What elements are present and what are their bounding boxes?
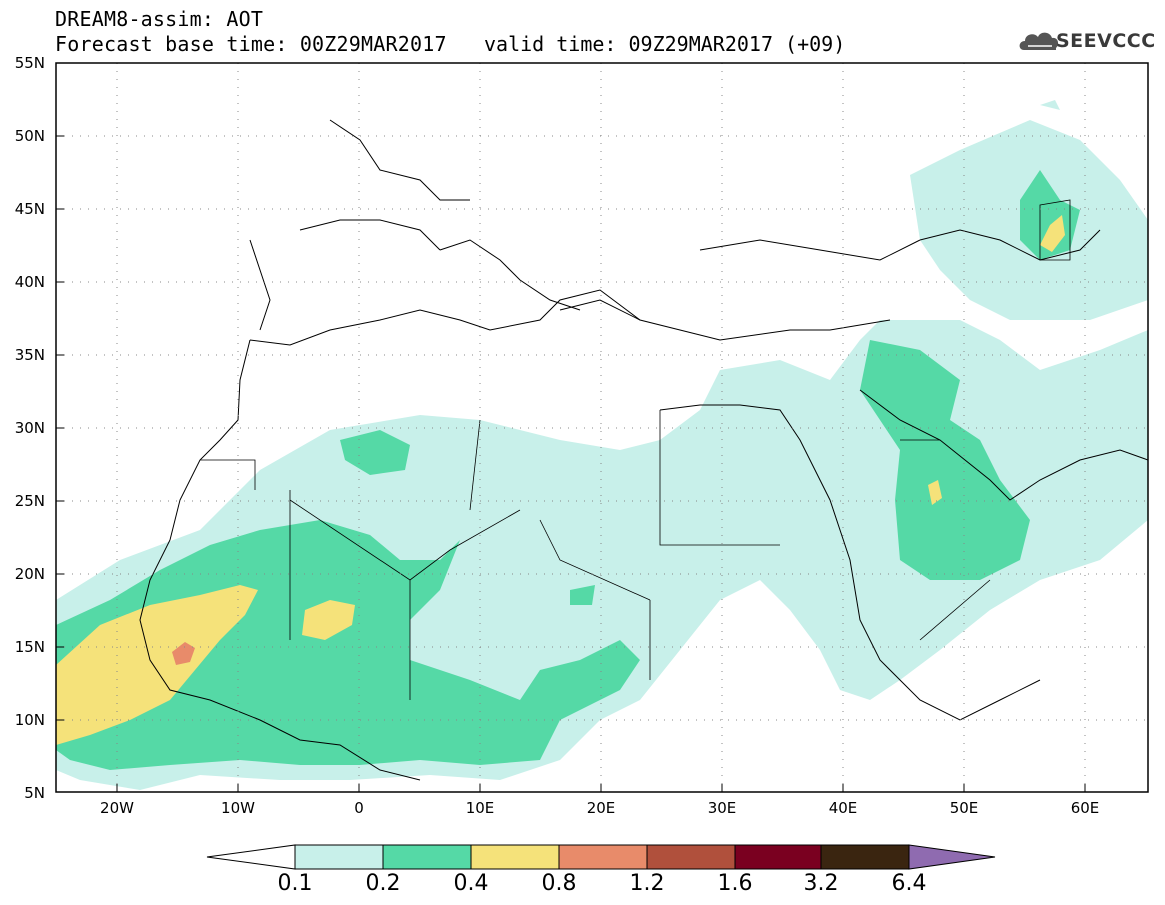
lat-label: 55N <box>14 54 45 72</box>
lat-label: 10N <box>14 711 45 729</box>
aot-contour-0.4 <box>56 215 1065 745</box>
lon-label: 20W <box>100 799 134 817</box>
cloud-logo-icon <box>1019 32 1059 50</box>
colorbar-label: 0.2 <box>365 871 401 896</box>
aot-contour-0.2 <box>56 170 1080 770</box>
colorbar-label: 0.8 <box>541 871 577 896</box>
colorbar-bin-0.2 <box>382 844 472 870</box>
colorbar-over <box>908 844 996 870</box>
lat-label: 40N <box>14 273 45 291</box>
colorbar-bin-0.4 <box>470 844 560 870</box>
colorbar-bin-0.1 <box>294 844 384 870</box>
colorbar-label: 0.4 <box>453 871 489 896</box>
colorbar-label: 6.4 <box>891 871 927 896</box>
colorbar <box>206 844 996 870</box>
valid-time: valid time: 09Z29MAR2017 (+09) <box>484 32 846 56</box>
colorbar-label: 1.2 <box>629 871 665 896</box>
lat-label: 35N <box>14 346 45 364</box>
tick-marks <box>56 62 1086 792</box>
lon-label: 0 <box>354 799 364 817</box>
map-title: DREAM8-assim: AOT <box>55 7 264 31</box>
lon-label: 10W <box>221 799 255 817</box>
colorbar-under <box>206 844 296 870</box>
lat-label: 15N <box>14 638 45 656</box>
lat-label: 30N <box>14 419 45 437</box>
country-borders <box>200 199 1071 700</box>
lon-label: 50E <box>949 799 979 817</box>
aot-contour-0.8 <box>172 642 195 665</box>
lon-label: 40E <box>828 799 858 817</box>
lat-label: 50N <box>14 127 45 145</box>
lon-label: 20E <box>586 799 616 817</box>
colorbar-bin-0.8 <box>558 844 648 870</box>
seevccc-logo-text: SEEVCCC <box>1056 30 1156 52</box>
forecast-base-time: Forecast base time: 00Z29MAR2017 <box>55 32 447 56</box>
lon-label: 30E <box>707 799 737 817</box>
colorbar-bin-1.2 <box>646 844 736 870</box>
lon-label: 10E <box>465 799 495 817</box>
colorbar-bin-3.2 <box>820 844 910 870</box>
lat-label: 20N <box>14 565 45 583</box>
lat-label: 45N <box>14 200 45 218</box>
colorbar-bin-1.6 <box>734 844 822 870</box>
lat-label: 5N <box>24 784 45 802</box>
lat-label: 25N <box>14 492 45 510</box>
colorbar-label: 1.6 <box>717 871 753 896</box>
colorbar-label: 3.2 <box>803 871 839 896</box>
lon-label: 60E <box>1070 799 1100 817</box>
colorbar-label: 0.1 <box>277 871 313 896</box>
